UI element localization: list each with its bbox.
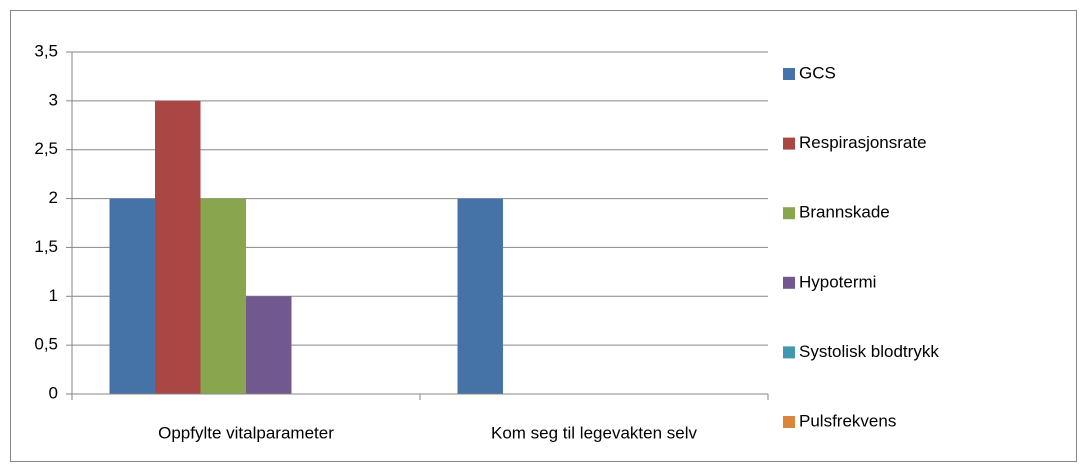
y-tick-label: 1 xyxy=(49,286,58,305)
y-tick-label: 0 xyxy=(49,383,58,402)
bar xyxy=(457,198,503,394)
y-tick-label: 2,5 xyxy=(34,139,58,158)
bar xyxy=(200,198,246,394)
legend-swatch xyxy=(783,416,795,428)
y-tick-label: 3,5 xyxy=(34,41,58,60)
legend-label: Systolisk blodtrykk xyxy=(799,342,939,361)
bar xyxy=(246,296,292,394)
y-tick-label: 2 xyxy=(49,188,58,207)
legend-swatch xyxy=(783,346,795,359)
y-tick-label: 0,5 xyxy=(34,335,58,354)
x-tick-label: Kom seg til legevakten selv xyxy=(491,423,697,442)
y-tick-label: 1,5 xyxy=(34,237,58,256)
legend-label: Hypotermi xyxy=(799,272,876,291)
bar xyxy=(155,100,201,394)
legend-swatch xyxy=(783,276,795,289)
bar xyxy=(109,198,155,394)
legend-swatch xyxy=(783,137,795,150)
legend-label: Brannskade xyxy=(799,203,890,222)
legend-label: GCS xyxy=(799,63,836,82)
x-tick-label: Oppfylte vitalparameter xyxy=(158,423,334,442)
legend-label: Pulsfrekvens xyxy=(799,411,896,430)
legend-swatch xyxy=(783,207,795,220)
y-tick-label: 3 xyxy=(49,90,58,109)
legend-swatch xyxy=(783,68,795,80)
legend-label: Respirasjonsrate xyxy=(799,133,927,152)
